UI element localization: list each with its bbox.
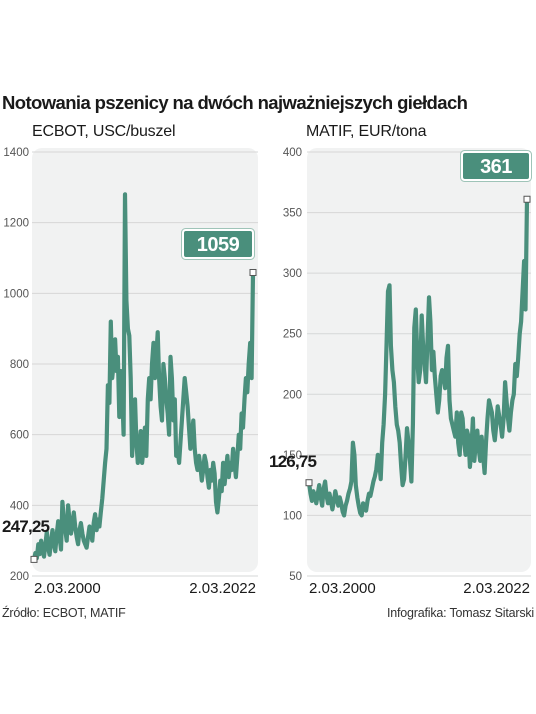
matif-y-tick-label: 350 — [283, 208, 302, 220]
ecbot-x-tick-label: 2.03.2000 — [34, 580, 101, 597]
matif-series-line — [306, 197, 530, 518]
ecbot-start-value-label: 247,25 — [2, 517, 50, 536]
matif-y-tick-label: 100 — [283, 510, 302, 522]
matif-y-tick-label: 300 — [283, 268, 302, 280]
ecbot-y-tick-label: 1000 — [3, 288, 29, 300]
ecbot-chart: 200 400 600 800 1000 1200 1400 2.03.2000 2.03.20… — [2, 147, 258, 597]
matif-x-tick-label: 2.03.2000 — [309, 580, 376, 597]
matif-end-value-badge — [461, 151, 531, 181]
ecbot-end-value-label: 1059 — [197, 234, 240, 256]
ecbot-y-tick-label: 400 — [10, 500, 29, 512]
source-note: Źródło: ECBOT, MATIF — [2, 606, 126, 620]
ecbot-y-tick-label: 1200 — [3, 218, 29, 230]
ecbot-end-value-badge-outline — [181, 228, 255, 260]
matif-y-tick-label: 200 — [283, 389, 302, 401]
matif-x-tick-label: 2.03.2022 — [463, 580, 530, 597]
matif-y-tick-label: 400 — [283, 147, 302, 159]
credit-note: Infografika: Tomasz Sitarski — [386, 606, 534, 620]
page-title: Notowania pszenicy na dwóch najważniejsz… — [2, 92, 468, 113]
ecbot-end-value-badge — [182, 229, 254, 259]
matif-start-marker — [305, 479, 313, 487]
chart-title-matif: MATIF, EUR/tona — [306, 123, 427, 140]
matif-start-value-label: 126,75 — [269, 452, 317, 471]
ecbot-x-tick-label: 2.03.2022 — [189, 580, 256, 597]
matif-end-value-label: 361 — [480, 156, 512, 178]
matif-chart: 50 100 150 200 250 300 350 400 2.03.2000 2.03.202… — [269, 147, 532, 597]
ecbot-y-tick-label: 600 — [10, 430, 29, 442]
matif-y-tick-label: 150 — [283, 450, 302, 462]
matif-end-value-badge-outline — [460, 150, 532, 182]
ecbot-y-tick-label: 200 — [10, 571, 29, 583]
matif-end-marker — [523, 195, 531, 203]
ecbot-y-tick-label: 1400 — [3, 147, 29, 159]
matif-y-tick-label: 250 — [283, 329, 302, 341]
ecbot-start-marker — [30, 555, 38, 563]
ecbot-end-marker — [249, 268, 257, 276]
ecbot-series-line — [31, 192, 256, 562]
matif-y-tick-label: 50 — [289, 571, 302, 583]
ecbot-y-tick-label: 800 — [10, 359, 29, 371]
chart-title-ecbot: ECBOT, USC/buszel — [32, 123, 176, 140]
